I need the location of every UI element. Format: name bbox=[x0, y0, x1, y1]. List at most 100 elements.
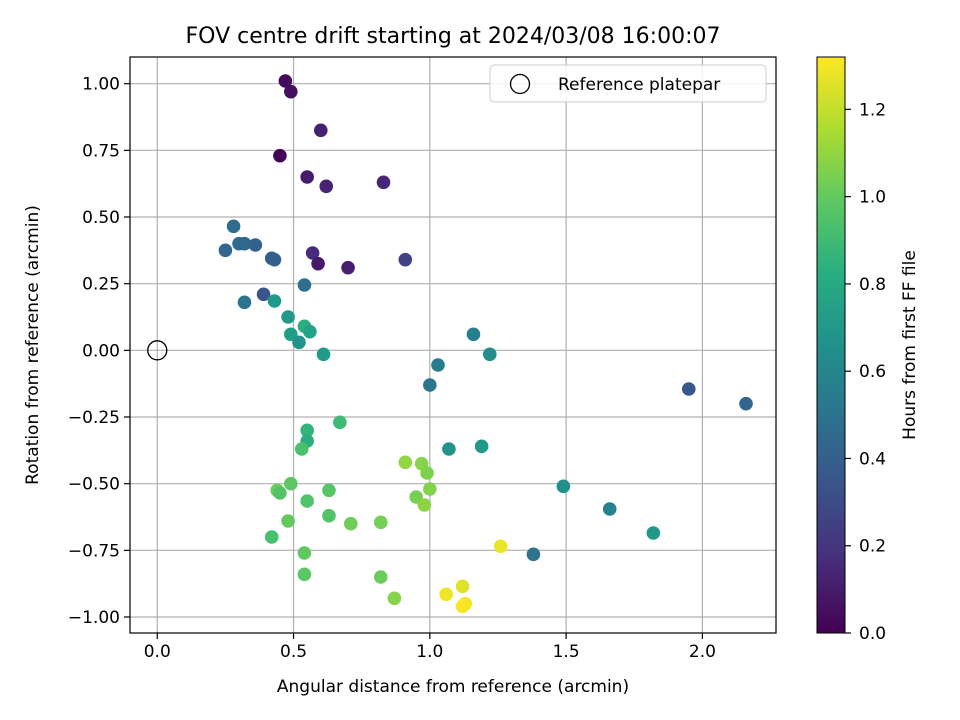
data-point bbox=[423, 378, 437, 392]
data-point bbox=[248, 238, 263, 252]
x-axis-label: Angular distance from reference (arcmin) bbox=[277, 677, 629, 697]
data-point bbox=[341, 260, 355, 275]
legend-marker-icon bbox=[509, 73, 531, 95]
data-point bbox=[300, 423, 314, 438]
data-point bbox=[267, 294, 282, 308]
data-point bbox=[455, 599, 470, 614]
data-point bbox=[439, 587, 453, 602]
colorbar-tick-label: 1.2 bbox=[859, 100, 886, 120]
data-point bbox=[423, 482, 437, 496]
colorbar-ticks: 0.0 0.2 0.4 0.6 0.8 1.0 1.2 bbox=[845, 100, 886, 644]
data-point bbox=[297, 278, 312, 292]
colorbar-label: Hours from first FF file bbox=[900, 250, 920, 440]
data-point bbox=[319, 179, 334, 194]
colorbar-tick-label: 0.4 bbox=[859, 449, 886, 469]
data-point bbox=[466, 327, 481, 342]
data-point bbox=[297, 546, 312, 560]
y-axis-label: Rotation from reference (arcmin) bbox=[23, 205, 43, 485]
data-point bbox=[226, 219, 241, 234]
data-point bbox=[284, 84, 298, 99]
data-point bbox=[526, 547, 541, 562]
plot-frame bbox=[129, 56, 777, 634]
data-point bbox=[305, 246, 320, 260]
data-point bbox=[398, 252, 413, 267]
colorbar-tick-label: 0.8 bbox=[859, 275, 886, 295]
y-tick-label: −0.25 bbox=[68, 408, 120, 428]
data-point bbox=[474, 439, 489, 454]
data-point bbox=[556, 479, 571, 494]
data-point bbox=[681, 382, 696, 396]
data-point bbox=[420, 466, 434, 480]
data-point bbox=[311, 256, 325, 271]
data-point bbox=[281, 514, 295, 528]
reference-layer bbox=[147, 340, 168, 361]
y-tick-label: 0.75 bbox=[82, 141, 120, 161]
data-point bbox=[343, 516, 358, 531]
legend: Reference platepar bbox=[489, 64, 767, 103]
y-tick-label: 0.50 bbox=[82, 208, 120, 228]
data-point bbox=[300, 170, 314, 184]
data-point bbox=[256, 287, 271, 302]
data-point bbox=[264, 530, 279, 544]
reference-platepar-marker bbox=[147, 340, 168, 361]
data-point bbox=[218, 243, 233, 258]
data-point bbox=[376, 175, 391, 190]
data-point bbox=[482, 347, 497, 362]
data-point bbox=[373, 570, 388, 584]
x-tick-label: 0.0 bbox=[144, 642, 171, 662]
data-point bbox=[455, 579, 470, 594]
data-point bbox=[333, 415, 347, 430]
data-point bbox=[417, 498, 432, 512]
colorbar-tick-label: 1.0 bbox=[859, 188, 886, 208]
data-point bbox=[292, 335, 306, 350]
data-point bbox=[278, 74, 293, 88]
data-point bbox=[602, 502, 617, 516]
colorbar-tick-label: 0.6 bbox=[859, 362, 886, 382]
colorbar-gradient bbox=[816, 56, 846, 634]
data-point bbox=[273, 486, 287, 500]
chart-title: FOV centre drift starting at 2024/03/08 … bbox=[186, 24, 721, 49]
x-tick-label: 1.5 bbox=[553, 642, 580, 662]
data-point bbox=[267, 252, 282, 267]
x-tick-label: 1.0 bbox=[416, 642, 443, 662]
data-point bbox=[739, 396, 753, 411]
data-point bbox=[322, 483, 336, 498]
colorbar-tick-label: 0.2 bbox=[859, 537, 886, 557]
x-tick-label: 0.5 bbox=[280, 642, 307, 662]
data-point bbox=[646, 526, 661, 540]
y-tick-label: −0.75 bbox=[68, 541, 120, 561]
y-tick-label: −0.50 bbox=[68, 475, 120, 495]
data-point bbox=[431, 358, 445, 372]
data-point bbox=[294, 442, 309, 456]
x-tick-label: 2.0 bbox=[689, 642, 716, 662]
data-point bbox=[387, 591, 402, 606]
data-point bbox=[316, 347, 331, 362]
colorbar: 0.0 0.2 0.4 0.6 0.8 1.0 1.2 Hours from first F… bbox=[816, 56, 920, 644]
data-point bbox=[237, 295, 252, 310]
data-point bbox=[284, 476, 298, 491]
y-tick-label: 0.00 bbox=[82, 341, 120, 361]
data-point bbox=[303, 324, 317, 339]
data-point bbox=[300, 494, 314, 508]
y-tick-label: 1.00 bbox=[82, 75, 120, 95]
y-tick-label: −1.00 bbox=[68, 608, 120, 628]
y-tick-label: 0.25 bbox=[82, 275, 120, 295]
data-point bbox=[442, 442, 456, 456]
legend-box bbox=[489, 64, 767, 103]
data-point bbox=[493, 539, 508, 554]
x-axis-ticks: 0.0 0.5 1.0 1.5 2.0 bbox=[144, 633, 716, 662]
grid-lines bbox=[130, 57, 776, 633]
data-point bbox=[322, 508, 336, 523]
data-point bbox=[273, 148, 287, 163]
data-point bbox=[398, 455, 413, 470]
data-point bbox=[314, 123, 328, 138]
data-point bbox=[297, 567, 312, 582]
y-axis-ticks: −1.00 −0.75 −0.50 −0.25 0.00 0.25 0.50 0.75 1.00 bbox=[68, 75, 130, 628]
data-point bbox=[373, 515, 388, 530]
colorbar-tick-label: 0.0 bbox=[859, 624, 886, 644]
legend-entry-reference-platepar: Reference platepar bbox=[558, 75, 720, 95]
data-point bbox=[237, 236, 252, 251]
data-points bbox=[218, 74, 753, 614]
data-point bbox=[281, 310, 295, 324]
